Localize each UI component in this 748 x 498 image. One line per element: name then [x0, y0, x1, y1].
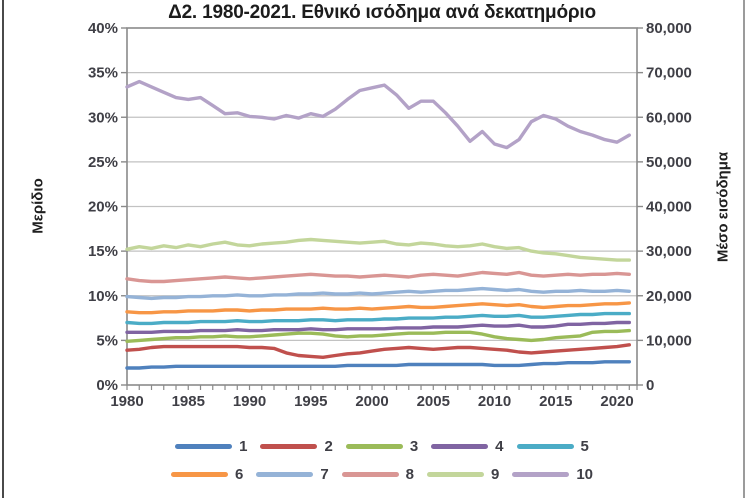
- series-line-8: [125, 270, 631, 284]
- x-tick-label: 2000: [355, 393, 388, 410]
- y-right-tick-label: 20,000: [646, 288, 692, 305]
- series-line-4: [125, 320, 631, 334]
- legend-swatch-icon: [427, 472, 484, 477]
- legend-item-4: 4: [431, 438, 504, 455]
- legend-item-5: 5: [516, 438, 589, 455]
- legend-swatch-icon: [260, 444, 318, 449]
- x-tick-label: 1990: [233, 393, 266, 410]
- y-right-tick-label: 40,000: [646, 199, 692, 216]
- legend-item-1: 1: [175, 438, 247, 455]
- legend-swatch-icon: [512, 472, 570, 477]
- y-right-tick-label: 50,000: [646, 154, 692, 171]
- legend-label: 6: [234, 466, 244, 483]
- x-tick-label: 2005: [417, 393, 450, 410]
- legend-label: 4: [495, 438, 504, 455]
- y-left-tick-label: 10%: [88, 288, 118, 305]
- x-tick-label: 2020: [600, 393, 633, 410]
- legend: 1 2 3 4 5 6 7 8 9 10: [127, 438, 637, 483]
- legend-item-7: 7: [256, 466, 329, 483]
- legend-item-6: 6: [170, 466, 244, 483]
- right-border: [743, 0, 745, 498]
- legend-label: 7: [320, 466, 329, 483]
- y-right-tick-label: 30,000: [646, 243, 692, 260]
- y-left-tick-label: 25%: [88, 154, 118, 171]
- legend-label: 5: [580, 438, 589, 455]
- legend-swatch-icon: [431, 444, 489, 449]
- legend-item-3: 3: [345, 438, 419, 455]
- legend-label: 3: [409, 438, 419, 455]
- series-line-10: [125, 79, 631, 150]
- chart-title: Δ2. 1980-2021. Εθνικό ισόδημα ανά δεκατη…: [168, 2, 596, 23]
- y-left-tick-label: 5%: [96, 332, 118, 349]
- series-line-3: [125, 328, 631, 343]
- series-line-6: [125, 301, 631, 315]
- x-tick-label: 1980: [110, 393, 143, 410]
- legend-row: 6 7 8 9 10: [170, 466, 593, 483]
- y-left-tick-label: 40%: [88, 20, 118, 37]
- legend-swatch-icon: [341, 472, 399, 477]
- legend-swatch-icon: [345, 444, 403, 449]
- legend-swatch-icon: [516, 444, 574, 449]
- y-left-tick-label: 20%: [88, 199, 118, 216]
- y-right-tick-label: 60,000: [646, 109, 692, 126]
- y-right-tick-label: 0: [646, 377, 654, 394]
- series-line-1: [125, 360, 631, 370]
- series-line-7: [125, 286, 631, 301]
- legend-item-10: 10: [512, 466, 593, 483]
- x-tick-label: 2015: [539, 393, 572, 410]
- y-right-tick-label: 80,000: [646, 20, 692, 37]
- x-tick-label: 1995: [294, 393, 327, 410]
- y-left-tick-label: 15%: [88, 243, 118, 260]
- legend-label: 10: [576, 466, 594, 483]
- series-line-9: [125, 237, 631, 262]
- legend-label: 8: [405, 466, 414, 483]
- legend-swatch-icon: [170, 472, 228, 477]
- x-tick-label: 2010: [478, 393, 511, 410]
- left-border: [2, 0, 4, 498]
- legend-item-8: 8: [341, 466, 414, 483]
- legend-item-9: 9: [427, 466, 499, 483]
- legend-label: 2: [324, 438, 333, 455]
- y-left-tick-label: 0%: [96, 377, 118, 394]
- series-line-5: [125, 311, 631, 326]
- y-right-tick-label: 10,000: [646, 332, 692, 349]
- series-line-2: [125, 343, 631, 359]
- legend-swatch-icon: [256, 472, 314, 477]
- legend-item-2: 2: [260, 438, 333, 455]
- y-left-tick-label: 30%: [88, 109, 118, 126]
- legend-label: 1: [239, 438, 248, 455]
- legend-label: 9: [491, 466, 500, 483]
- x-tick-label: 1985: [172, 393, 205, 410]
- y-left-tick-label: 35%: [88, 65, 118, 82]
- legend-swatch-icon: [175, 444, 233, 449]
- y-right-tick-label: 70,000: [646, 65, 692, 82]
- legend-row: 1 2 3 4 5: [175, 438, 589, 455]
